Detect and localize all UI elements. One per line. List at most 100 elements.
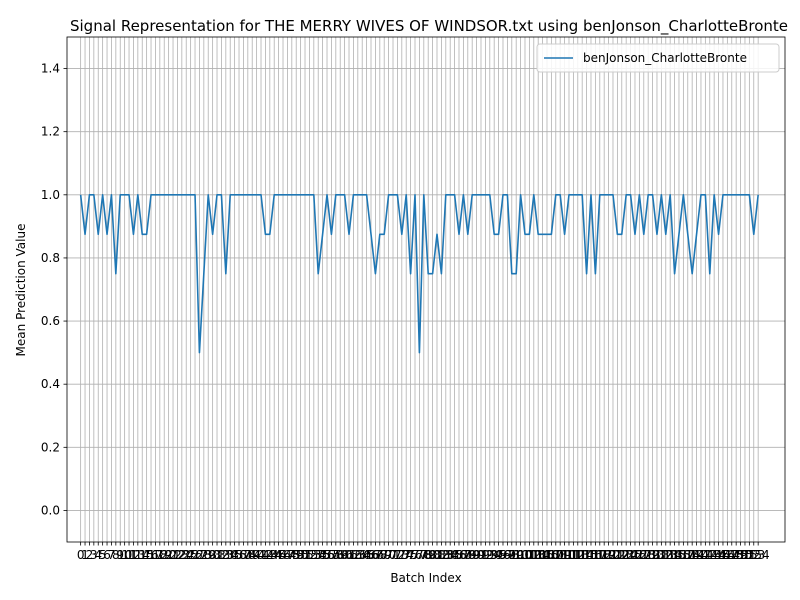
x-tick-label: 18 xyxy=(152,548,167,562)
x-tick-label: 52 xyxy=(302,548,317,562)
x-tick-label: 132 xyxy=(650,548,673,562)
x-tick-label: 87 xyxy=(456,548,471,562)
x-tick-label: 146 xyxy=(712,548,735,562)
x-tick-label: 75 xyxy=(403,548,418,562)
x-tick-label: 96 xyxy=(495,548,510,562)
x-tick-label: 139 xyxy=(681,548,704,562)
x-tick-label: 20 xyxy=(161,548,176,562)
x-tick-label: 140 xyxy=(685,548,708,562)
x-tick-label: 38 xyxy=(240,548,255,562)
x-tick-label: 24 xyxy=(179,548,194,562)
x-tick-label: 50 xyxy=(293,548,308,562)
x-tick-label: 40 xyxy=(249,548,264,562)
x-tick-label: 95 xyxy=(491,548,506,562)
x-tick-label: 143 xyxy=(698,548,721,562)
x-tick-label: 126 xyxy=(624,548,647,562)
x-tick-label: 53 xyxy=(306,548,321,562)
x-tick-label: 152 xyxy=(738,548,761,562)
x-tick-label: 89 xyxy=(465,548,480,562)
x-tick-label: 14 xyxy=(135,548,150,562)
x-tick-label: 74 xyxy=(399,548,414,562)
x-tick-label: 55 xyxy=(315,548,330,562)
x-axis-label: Batch Index xyxy=(390,571,461,585)
x-tick-label: 61 xyxy=(341,548,356,562)
x-tick-label: 119 xyxy=(593,548,616,562)
x-tick-label: 2 xyxy=(86,548,94,562)
x-tick-label: 115 xyxy=(575,548,598,562)
x-tick-label: 19 xyxy=(157,548,172,562)
x-tick-label: 148 xyxy=(720,548,743,562)
x-tick-label: 144 xyxy=(703,548,726,562)
x-tick-label: 21 xyxy=(165,548,180,562)
x-tick-label: 114 xyxy=(571,548,594,562)
x-tick-label: 31 xyxy=(209,548,224,562)
x-tick-label: 60 xyxy=(337,548,352,562)
legend-box xyxy=(536,43,780,73)
x-tick-label: 47 xyxy=(280,548,295,562)
x-tick-label: 138 xyxy=(676,548,699,562)
x-tick-label: 8 xyxy=(112,548,120,562)
y-tick-label: 0.4 xyxy=(41,377,60,391)
x-tick-label: 83 xyxy=(438,548,453,562)
x-tick-label: 66 xyxy=(363,548,378,562)
y-gridlines xyxy=(67,68,785,511)
x-tick-label: 92 xyxy=(478,548,493,562)
x-tick-label: 39 xyxy=(245,548,260,562)
x-tick-label: 9 xyxy=(116,548,124,562)
x-tick-label: 91 xyxy=(473,548,488,562)
x-tick-label: 12 xyxy=(126,548,141,562)
x-tick-label: 81 xyxy=(429,548,444,562)
x-tick-label: 116 xyxy=(580,548,603,562)
chart-title: Signal Representation for THE MERRY WIVE… xyxy=(70,17,788,36)
y-axis-ticks: 0.0 0.2 0.4 0.6 0.8 1.0 1.2 1.4 xyxy=(41,62,67,517)
x-tick-label: 133 xyxy=(654,548,677,562)
x-tick-label: 93 xyxy=(482,548,497,562)
x-tick-label: 86 xyxy=(451,548,466,562)
x-tick-label: 45 xyxy=(271,548,286,562)
x-tick-label: 120 xyxy=(597,548,620,562)
x-tick-label: 137 xyxy=(672,548,695,562)
x-tick-label: 85 xyxy=(447,548,462,562)
x-tick-label: 0 xyxy=(77,548,85,562)
x-tick-label: 44 xyxy=(267,548,282,562)
x-tick-label: 3 xyxy=(90,548,98,562)
y-tick-label: 1.2 xyxy=(41,125,60,139)
x-tick-label: 151 xyxy=(734,548,757,562)
plot-area xyxy=(66,36,786,543)
x-tick-label: 32 xyxy=(214,548,229,562)
x-tick-label: 73 xyxy=(394,548,409,562)
x-tick-label: 16 xyxy=(143,548,158,562)
x-tick-label: 57 xyxy=(324,548,339,562)
x-tick-label: 36 xyxy=(231,548,246,562)
x-tick-label: 65 xyxy=(359,548,374,562)
x-tick-label: 69 xyxy=(377,548,392,562)
x-tick-label: 109 xyxy=(549,548,572,562)
x-tick-label: 141 xyxy=(690,548,713,562)
x-tick-label: 131 xyxy=(646,548,669,562)
x-tick-label: 145 xyxy=(707,548,730,562)
x-tick-label: 130 xyxy=(641,548,664,562)
x-tick-label: 23 xyxy=(174,548,189,562)
x-tick-label: 127 xyxy=(628,548,651,562)
x-tick-label: 51 xyxy=(297,548,312,562)
x-tick-label: 113 xyxy=(566,548,589,562)
x-tick-label: 70 xyxy=(381,548,396,562)
x-tick-label: 11 xyxy=(121,548,136,562)
x-tick-label: 22 xyxy=(170,548,185,562)
x-tick-label: 7 xyxy=(108,548,116,562)
x-tick-label: 134 xyxy=(659,548,682,562)
x-tick-label: 30 xyxy=(205,548,220,562)
x-tick-label: 46 xyxy=(275,548,290,562)
x-tick-label: 63 xyxy=(350,548,365,562)
legend-entry: benJonson_CharlotteBronte xyxy=(583,51,747,65)
x-tick-label: 35 xyxy=(227,548,242,562)
x-tick-label: 121 xyxy=(602,548,625,562)
x-tick-label: 106 xyxy=(536,548,559,562)
x-tick-label: 67 xyxy=(368,548,383,562)
x-tick-label: 94 xyxy=(487,548,502,562)
x-tick-label: 54 xyxy=(311,548,326,562)
x-tick-label: 56 xyxy=(319,548,334,562)
x-tick-label: 128 xyxy=(632,548,655,562)
x-tick-label: 147 xyxy=(716,548,739,562)
